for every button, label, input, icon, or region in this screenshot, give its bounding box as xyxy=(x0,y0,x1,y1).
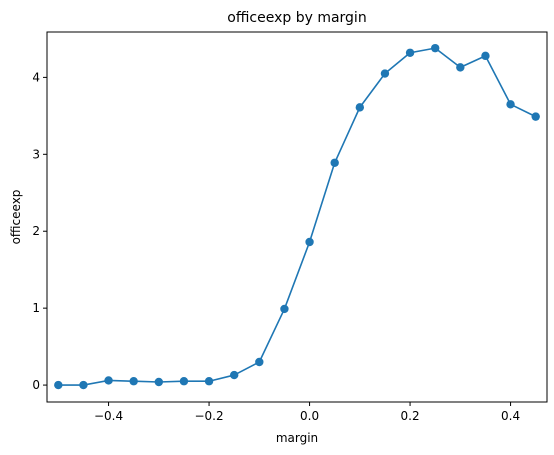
chart-title: officeexp by margin xyxy=(227,10,366,26)
x-axis-label: margin xyxy=(276,431,318,445)
data-point xyxy=(380,69,390,78)
x-tick-label: 0.4 xyxy=(501,409,520,423)
data-point xyxy=(330,158,339,167)
y-tick-label: 0 xyxy=(32,378,40,392)
data-point xyxy=(54,380,63,390)
data-point xyxy=(280,304,289,314)
data-point xyxy=(405,48,415,57)
x-tick-label: −0.2 xyxy=(194,409,223,423)
x-tick-label: 0.2 xyxy=(401,409,420,423)
plot-area xyxy=(54,43,540,390)
data-point xyxy=(355,103,365,112)
axis-ticks: −0.4 −0.2 0.0 0.2 0.4 0 1 2 3 4 xyxy=(32,70,520,423)
data-point xyxy=(104,376,113,385)
plot-frame xyxy=(46,31,548,403)
data-point xyxy=(305,237,314,247)
data-point xyxy=(506,100,515,109)
data-point xyxy=(179,377,189,386)
data-point xyxy=(229,370,239,380)
data-point xyxy=(255,357,264,367)
data-point xyxy=(481,51,490,61)
x-tick-label: −0.4 xyxy=(94,409,123,423)
y-tick-label: 2 xyxy=(32,224,40,238)
data-point xyxy=(154,377,164,387)
data-point xyxy=(531,112,540,121)
y-tick-label: 3 xyxy=(32,147,40,161)
data-point xyxy=(79,380,88,390)
y-axis-label: officeexp xyxy=(9,190,23,245)
x-tick-label: 0.0 xyxy=(300,409,319,423)
data-point xyxy=(456,63,465,72)
y-tick-label: 4 xyxy=(32,70,40,84)
series-line xyxy=(58,47,537,386)
data-point xyxy=(430,43,440,53)
data-point xyxy=(129,377,138,386)
data-point xyxy=(204,377,214,386)
y-tick-label: 1 xyxy=(32,301,40,315)
